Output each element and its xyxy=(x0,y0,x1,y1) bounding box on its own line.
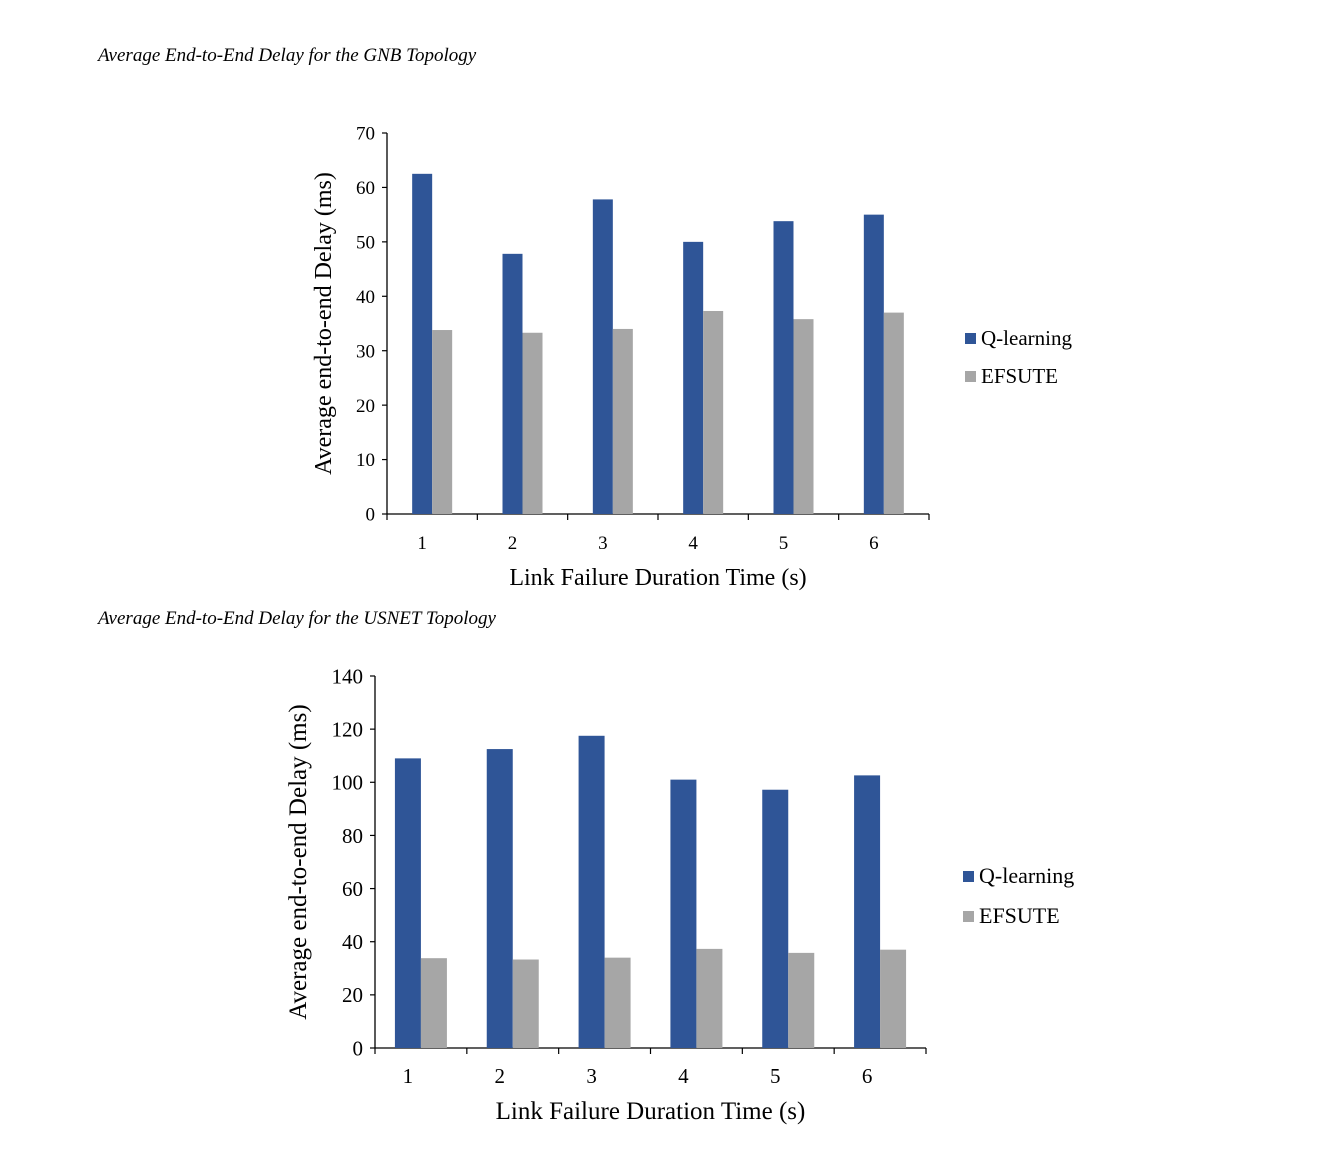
x-tick-label: 2 xyxy=(508,533,518,554)
bar-q-learning xyxy=(412,173,433,515)
y-tick-label: 0 xyxy=(366,505,376,526)
bar-efsute xyxy=(788,952,815,1048)
bar-efsute xyxy=(703,310,724,514)
bar-q-learning xyxy=(578,735,605,1048)
x-axis-label: Link Failure Duration Time (s) xyxy=(509,565,806,591)
y-tick-label: 100 xyxy=(332,771,364,795)
y-axis-label: Average end-to-end Delay (ms) xyxy=(285,704,312,1019)
bar-efsute xyxy=(604,957,631,1048)
x-tick-label: 3 xyxy=(598,533,608,554)
y-tick-label: 80 xyxy=(342,824,363,848)
bar-efsute xyxy=(420,958,447,1048)
x-tick-label: 5 xyxy=(779,533,789,554)
bar-efsute xyxy=(522,332,543,514)
bar-q-learning xyxy=(486,749,513,1048)
bar-q-learning xyxy=(773,221,794,514)
bar-efsute xyxy=(883,312,904,514)
bar-q-learning xyxy=(854,775,881,1048)
x-tick-label: 1 xyxy=(417,533,427,554)
x-tick-label: 6 xyxy=(862,1064,873,1088)
legend-swatch-efsute xyxy=(963,911,974,922)
bar-q-learning xyxy=(592,199,613,514)
legend-swatch-efsute xyxy=(965,371,976,382)
legend-swatch-q-learning xyxy=(963,871,974,882)
x-tick-label: 1 xyxy=(403,1064,414,1088)
bar-q-learning xyxy=(762,789,789,1048)
x-tick-label: 3 xyxy=(586,1064,597,1088)
x-tick-label: 6 xyxy=(869,533,879,554)
y-tick-label: 60 xyxy=(342,877,363,901)
y-tick-label: 120 xyxy=(332,717,364,741)
y-tick-label: 0 xyxy=(353,1036,364,1060)
y-tick-label: 30 xyxy=(356,341,375,362)
bar-efsute xyxy=(432,330,453,514)
bar-q-learning xyxy=(863,214,884,514)
y-tick-label: 50 xyxy=(356,233,375,254)
bar-efsute xyxy=(880,949,907,1048)
y-axis-label: Average end-to-end Delay (ms) xyxy=(311,172,337,475)
x-tick-label: 4 xyxy=(688,533,698,554)
x-tick-label: 5 xyxy=(770,1064,781,1088)
y-tick-label: 10 xyxy=(356,450,375,471)
legend-label-q-learning: Q-learning xyxy=(979,863,1074,888)
figure-caption-usnet: Average End-to-End Delay for the USNET T… xyxy=(98,608,496,629)
y-tick-label: 20 xyxy=(342,983,363,1007)
y-tick-label: 20 xyxy=(356,396,375,417)
legend-label-efsute: EFSUTE xyxy=(981,364,1058,388)
y-tick-label: 60 xyxy=(356,178,375,199)
y-tick-label: 40 xyxy=(356,287,375,308)
legend-swatch-q-learning xyxy=(965,333,976,344)
y-tick-label: 140 xyxy=(332,664,364,688)
x-tick-label: 2 xyxy=(495,1064,506,1088)
bar-efsute xyxy=(793,319,814,514)
y-tick-label: 70 xyxy=(356,124,375,145)
bar-q-learning xyxy=(670,779,697,1048)
legend-label-efsute: EFSUTE xyxy=(979,903,1060,928)
bar-efsute xyxy=(612,328,633,514)
x-axis-label: Link Failure Duration Time (s) xyxy=(496,1098,806,1125)
chart-gnb: 0 10 20 30 40 50 60 70 1 2 3 4 5 6 Link Failure Durati… xyxy=(311,124,1072,591)
figure-caption-gnb: Average End-to-End Delay for the GNB Top… xyxy=(98,45,477,66)
legend-label-q-learning: Q-learning xyxy=(981,326,1072,350)
x-tick-label: 4 xyxy=(678,1064,689,1088)
bar-q-learning xyxy=(394,758,421,1048)
bar-q-learning xyxy=(502,253,523,514)
bar-efsute xyxy=(512,959,539,1048)
bar-efsute xyxy=(696,948,723,1048)
bar-q-learning xyxy=(683,241,704,514)
y-tick-label: 40 xyxy=(342,930,363,954)
